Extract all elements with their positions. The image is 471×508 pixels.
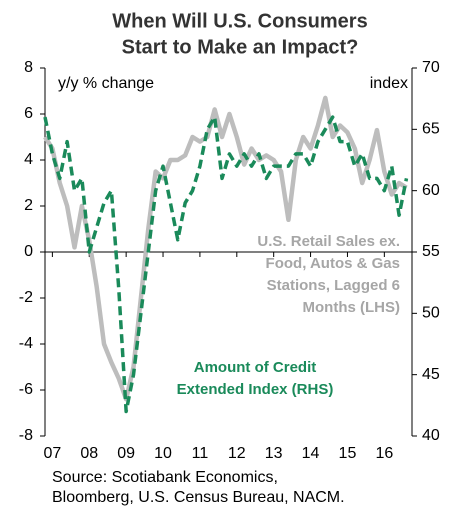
- data-line: [43, 115, 409, 414]
- x-tick-label: 07: [43, 445, 61, 462]
- y2-tick-label: 65: [422, 121, 440, 138]
- x-tick-label: 15: [339, 445, 357, 462]
- x-tick-label: 16: [375, 445, 393, 462]
- annotation: Months (LHS): [303, 299, 400, 316]
- annotation: Food, Autos & Gas: [266, 255, 400, 272]
- x-tick-label: 10: [154, 445, 172, 462]
- y-tick-label: -8: [19, 427, 33, 444]
- y-tick-label: -6: [19, 381, 33, 398]
- y2-tick-label: 60: [422, 182, 440, 199]
- y-tick-label: 2: [24, 197, 33, 214]
- y2-tick-label: 45: [422, 366, 440, 383]
- x-tick-label: 13: [265, 445, 283, 462]
- y2-axis-label: index: [370, 75, 408, 92]
- y-tick-label: 4: [24, 151, 33, 168]
- data-line: [43, 95, 408, 402]
- source: Bloomberg, U.S. Census Bureau, NACM.: [52, 489, 345, 506]
- y2-tick-label: 50: [422, 305, 440, 322]
- y-tick-label: 6: [24, 105, 33, 122]
- y2-tick-label: 55: [422, 243, 440, 260]
- y-tick-label: 0: [24, 243, 33, 260]
- source: Source: Scotiabank Economics,: [52, 469, 278, 486]
- annotation: Amount of Credit: [194, 359, 316, 376]
- x-tick-label: 12: [228, 445, 246, 462]
- annotation: Extended Index (RHS): [177, 381, 334, 398]
- annotation: Stations, Lagged 6: [267, 277, 400, 294]
- y2-tick-label: 40: [422, 427, 440, 444]
- y2-tick-label: 70: [422, 59, 440, 76]
- y-tick-label: 8: [24, 59, 33, 76]
- chart-title: When Will U.S. Consumers: [112, 10, 367, 32]
- x-tick-label: 14: [302, 445, 320, 462]
- x-tick-label: 11: [192, 445, 209, 462]
- annotation: U.S. Retail Sales ex.: [257, 233, 400, 250]
- chart-title: Start to Make an Impact?: [122, 36, 359, 58]
- x-tick-label: 09: [117, 445, 135, 462]
- y-tick-label: -4: [19, 335, 33, 352]
- y-axis-label: y/y % change: [58, 75, 154, 92]
- y-tick-label: -2: [19, 289, 33, 306]
- x-tick-label: 08: [80, 445, 98, 462]
